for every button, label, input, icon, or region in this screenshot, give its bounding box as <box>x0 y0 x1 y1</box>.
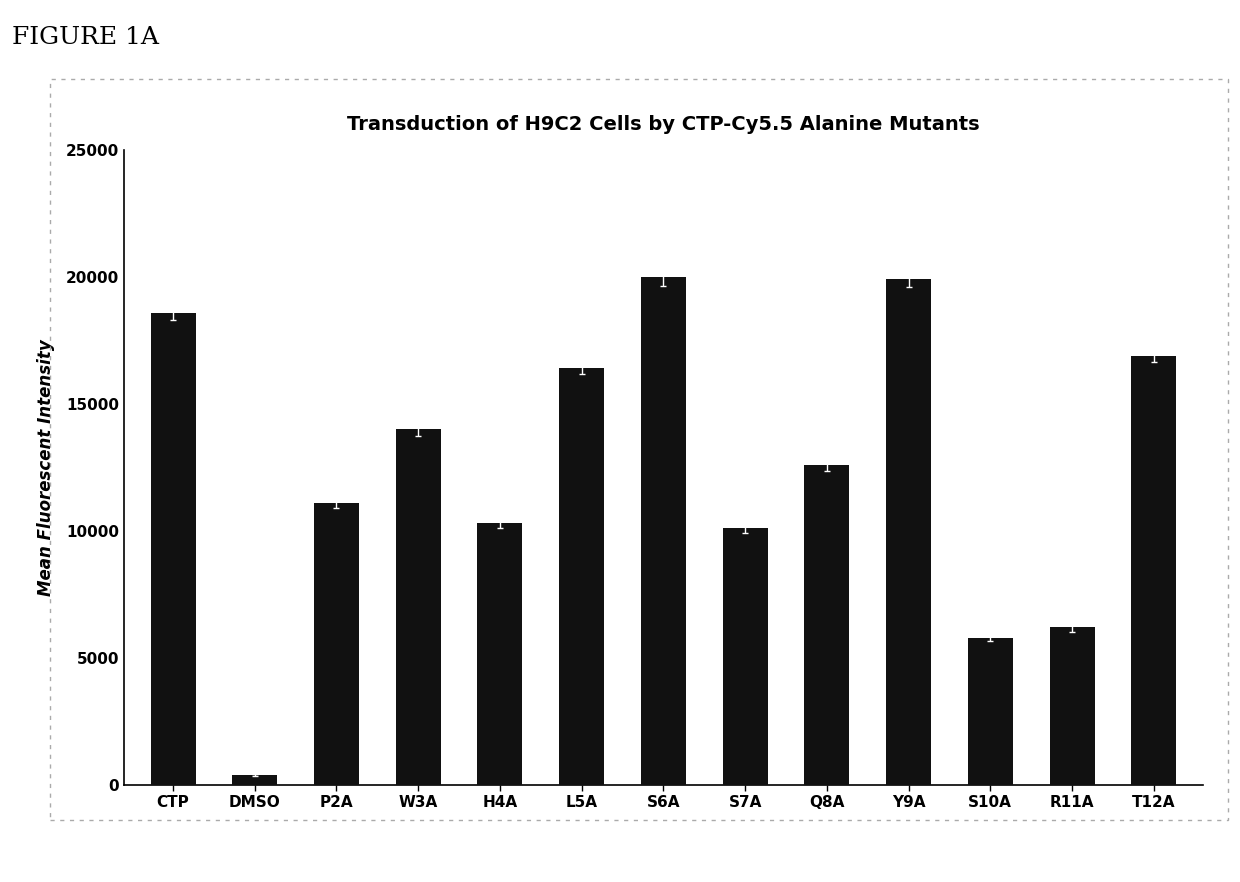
Title: Transduction of H9C2 Cells by CTP-Cy5.5 Alanine Mutants: Transduction of H9C2 Cells by CTP-Cy5.5 … <box>347 116 980 134</box>
Bar <box>477 523 522 785</box>
Text: FIGURE 1A: FIGURE 1A <box>12 26 160 49</box>
Bar <box>314 503 358 785</box>
Bar <box>805 465 849 785</box>
Y-axis label: Mean Fluorescent Intensity: Mean Fluorescent Intensity <box>37 339 55 596</box>
Bar <box>559 369 604 785</box>
Bar <box>396 430 440 785</box>
Bar <box>887 280 931 785</box>
Bar <box>723 528 768 785</box>
Bar <box>150 312 196 785</box>
Bar <box>232 774 278 785</box>
Bar <box>1049 627 1095 785</box>
Bar <box>968 638 1013 785</box>
Bar <box>641 277 686 785</box>
Bar <box>1131 355 1177 785</box>
